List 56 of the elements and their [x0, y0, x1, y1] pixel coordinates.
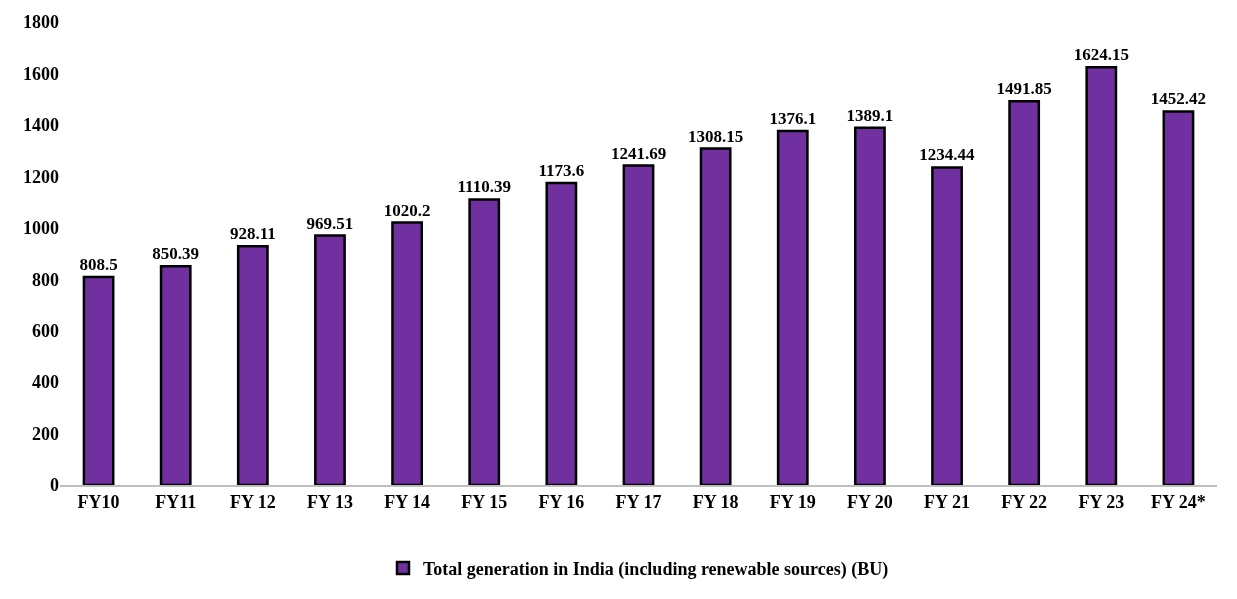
x-tick-label: FY 18	[692, 492, 739, 513]
bar	[931, 166, 963, 485]
bar	[468, 198, 501, 485]
data-label: 850.39	[152, 244, 200, 264]
y-tick-label: 600	[32, 320, 59, 341]
bar	[853, 126, 886, 485]
x-tick-label: FY11	[155, 492, 197, 513]
y-tick-label: 0	[50, 475, 59, 496]
data-label: 1624.15	[1073, 45, 1129, 65]
y-tick-label: 1600	[23, 63, 59, 84]
data-label: 1452.42	[1150, 89, 1207, 109]
data-label: 1241.69	[610, 143, 667, 163]
bar	[545, 181, 578, 485]
bar	[159, 265, 192, 485]
x-tick-label: FY 19	[769, 492, 816, 513]
data-label: 928.11	[229, 224, 276, 244]
data-label: 1234.44	[919, 145, 975, 165]
y-tick-label: 1200	[23, 166, 59, 187]
legend-label: Total generation in India (including renewable sources) (BU)	[423, 559, 889, 581]
data-label: 1020.2	[383, 200, 431, 220]
bar	[1008, 100, 1041, 485]
data-label: 1308.15	[688, 126, 744, 146]
y-tick-label: 800	[32, 269, 59, 290]
x-tick-label: FY 13	[307, 492, 353, 513]
x-tick-label: FY 22	[1001, 492, 1048, 513]
y-tick-label: 400	[32, 372, 59, 393]
bar	[699, 147, 732, 485]
x-tick-label: FY10	[77, 492, 120, 513]
bar	[391, 221, 424, 485]
x-tick-label: FY 24*	[1151, 492, 1206, 513]
x-tick-label: FY 12	[229, 492, 276, 513]
x-tick-label: FY 14	[384, 492, 431, 513]
data-label: 1173.6	[538, 161, 585, 181]
x-tick-label: FY 21	[924, 492, 970, 513]
y-tick-label: 1800	[23, 12, 59, 33]
y-tick-label: 200	[32, 423, 59, 444]
y-tick-label: 1400	[23, 115, 59, 136]
bar	[314, 234, 346, 485]
x-tick-label: FY 16	[538, 492, 585, 513]
bar	[622, 164, 655, 485]
x-tick-label: FY 23	[1078, 492, 1125, 513]
x-tick-label: FY 15	[461, 492, 508, 513]
bar	[236, 245, 269, 485]
x-tick-label: FY 20	[846, 492, 893, 513]
data-label: 1110.39	[457, 177, 511, 197]
bar	[82, 275, 115, 485]
data-label: 969.51	[306, 213, 354, 233]
y-tick-label: 1000	[23, 218, 59, 239]
bar	[1162, 110, 1195, 485]
data-label: 808.5	[79, 255, 118, 275]
data-label: 1389.1	[846, 105, 894, 125]
data-label: 1376.1	[769, 109, 817, 129]
bar	[776, 129, 809, 485]
data-label: 1491.85	[996, 79, 1052, 99]
x-tick-label: FY 17	[615, 492, 662, 513]
bar	[1085, 65, 1118, 485]
